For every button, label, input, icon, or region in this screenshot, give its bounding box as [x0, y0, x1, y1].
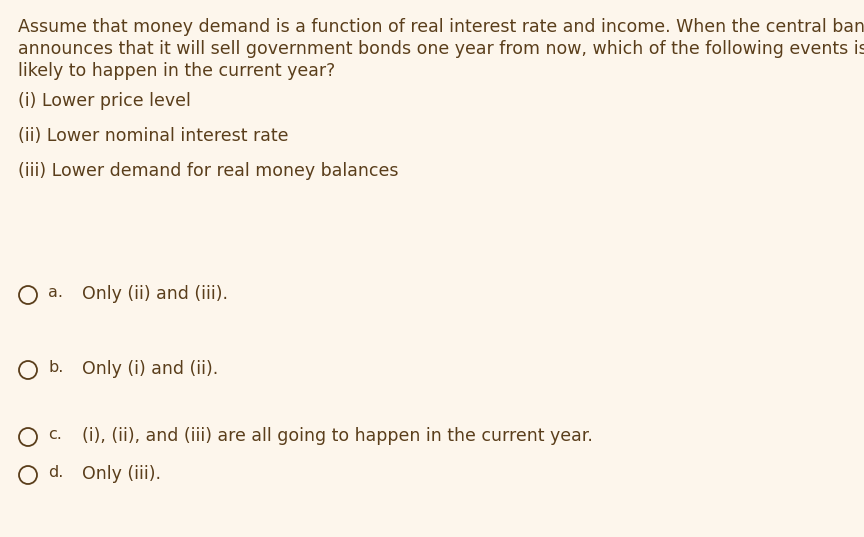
Text: c.: c. [48, 427, 62, 442]
Text: b.: b. [48, 360, 63, 375]
Text: (iii) Lower demand for real money balances: (iii) Lower demand for real money balanc… [18, 162, 398, 180]
Text: Assume that money demand is a function of real interest rate and income. When th: Assume that money demand is a function o… [18, 18, 864, 36]
Text: Only (i) and (ii).: Only (i) and (ii). [82, 360, 219, 378]
Text: (i) Lower price level: (i) Lower price level [18, 92, 191, 110]
Text: (ii) Lower nominal interest rate: (ii) Lower nominal interest rate [18, 127, 289, 145]
Text: Only (iii).: Only (iii). [82, 465, 161, 483]
Text: a.: a. [48, 285, 63, 300]
Text: likely to happen in the current year?: likely to happen in the current year? [18, 62, 335, 80]
Text: d.: d. [48, 465, 63, 480]
Text: Only (ii) and (iii).: Only (ii) and (iii). [82, 285, 228, 303]
Text: (i), (ii), and (iii) are all going to happen in the current year.: (i), (ii), and (iii) are all going to ha… [82, 427, 593, 445]
Text: announces that it will sell government bonds one year from now, which of the fol: announces that it will sell government b… [18, 40, 864, 58]
